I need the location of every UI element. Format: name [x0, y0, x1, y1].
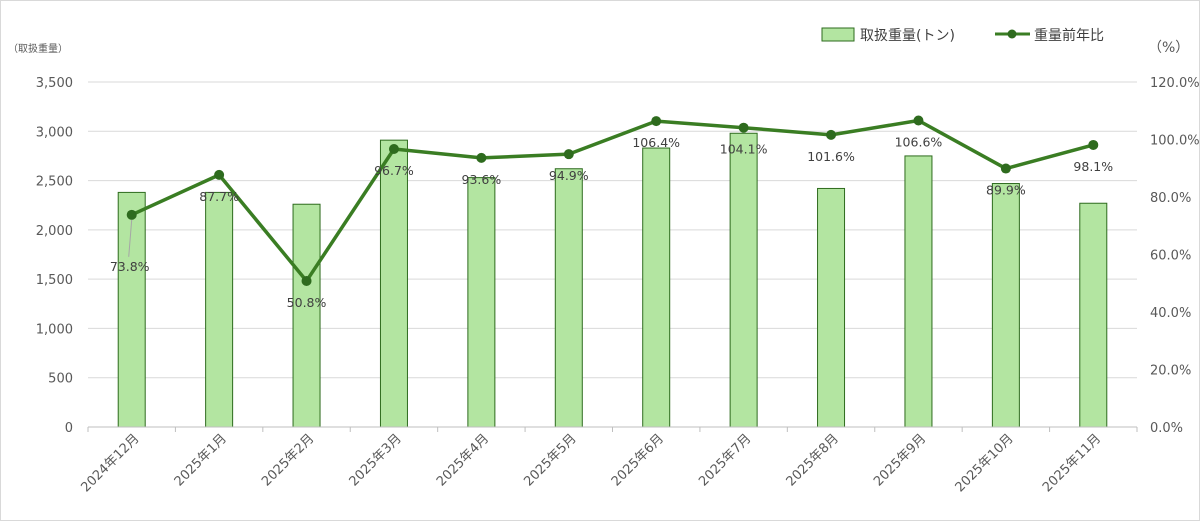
legend-swatch-marker [1007, 29, 1017, 39]
bar [642, 147, 671, 428]
x-tick-label: 2025年1月 [172, 431, 230, 489]
bar [729, 132, 758, 428]
x-tick-label: 2025年2月 [259, 431, 317, 489]
data-label: 96.7% [374, 163, 414, 178]
y-left-tick-label: 2,000 [36, 224, 73, 239]
y-right-tick-label: 80.0% [1150, 191, 1191, 206]
y-left-tick-label: 3,500 [36, 76, 73, 91]
data-label: 104.1% [720, 142, 768, 157]
x-tick-label: 2025年7月 [696, 431, 754, 489]
bar [904, 155, 933, 428]
line-point [563, 149, 574, 160]
data-label: 106.6% [895, 135, 943, 150]
x-tick-label: 2024年12月 [78, 431, 142, 495]
line-point [913, 115, 924, 126]
bar [205, 191, 234, 428]
line-point [651, 116, 662, 127]
y-right-tick-label: 0.0% [1150, 421, 1183, 436]
bar [1079, 202, 1108, 428]
data-label-leader [128, 219, 133, 257]
y-left-tick-label: 1,500 [36, 273, 73, 288]
x-tick-label: 2025年9月 [871, 431, 929, 489]
bar [292, 203, 321, 428]
y-right-axis-title: （%） [1148, 40, 1189, 56]
bar [817, 187, 846, 428]
y-left-tick-label: 500 [48, 372, 73, 387]
y-right-tick-label: 120.0% [1150, 76, 1200, 91]
line-point [126, 209, 137, 220]
data-label: 93.6% [462, 172, 502, 187]
y-left-axis-title: （取扱重量） [8, 42, 68, 55]
bar [467, 177, 496, 428]
line-series [126, 115, 1099, 286]
data-label: 98.1% [1073, 159, 1113, 174]
x-tick-label: 2025年5月 [521, 431, 579, 489]
line-point [214, 169, 225, 180]
data-label: 106.4% [632, 135, 680, 150]
x-tick-label: 2025年6月 [609, 431, 667, 489]
x-tick-label: 2025年10月 [953, 431, 1017, 495]
y-left-tick-label: 2,500 [36, 175, 73, 190]
line-point [738, 122, 749, 133]
bar-series [117, 132, 1108, 428]
data-label: 101.6% [807, 149, 855, 164]
y-left-tick-label: 3,000 [36, 125, 73, 140]
data-label: 50.8% [287, 295, 327, 310]
bar [117, 191, 146, 428]
data-label: 87.7% [199, 189, 239, 204]
line-point [301, 275, 312, 286]
x-tick-label: 2025年3月 [347, 431, 405, 489]
line-point [476, 152, 487, 163]
bar [554, 168, 583, 428]
legend-label-bar: 取扱重量(トン) [860, 28, 955, 44]
line-path [130, 118, 1094, 283]
line-point [826, 129, 837, 140]
legend: 取扱重量(トン) 重量前年比 [821, 27, 1104, 44]
y-right-tick-label: 40.0% [1150, 306, 1191, 321]
x-tick-label: 2025年11月 [1040, 431, 1104, 495]
x-tick-label: 2025年8月 [784, 431, 842, 489]
x-tick-label: 2025年4月 [434, 431, 492, 489]
y-left-tick-label: 1,000 [36, 322, 73, 337]
data-label: 73.8% [110, 259, 150, 274]
bar [379, 139, 408, 428]
y-right-tick-label: 60.0% [1150, 249, 1191, 264]
data-label: 94.9% [549, 168, 589, 183]
legend-label-line: 重量前年比 [1034, 27, 1104, 44]
y-left-tick-label: 0 [65, 421, 73, 436]
gridlines [88, 81, 1137, 379]
line-point [1088, 139, 1099, 150]
data-labels: 73.8% 87.7% 50.8% 96.7% 93.6% 94.9% 106.4% 104.… [110, 135, 1113, 310]
bar [991, 183, 1020, 428]
data-label: 89.9% [986, 183, 1026, 198]
line-point [1000, 163, 1011, 174]
legend-swatch-bar [821, 27, 855, 42]
y-right-tick-label: 100.0% [1150, 134, 1200, 149]
line-point [388, 143, 399, 154]
y-right-tick-label: 20.0% [1150, 364, 1191, 379]
